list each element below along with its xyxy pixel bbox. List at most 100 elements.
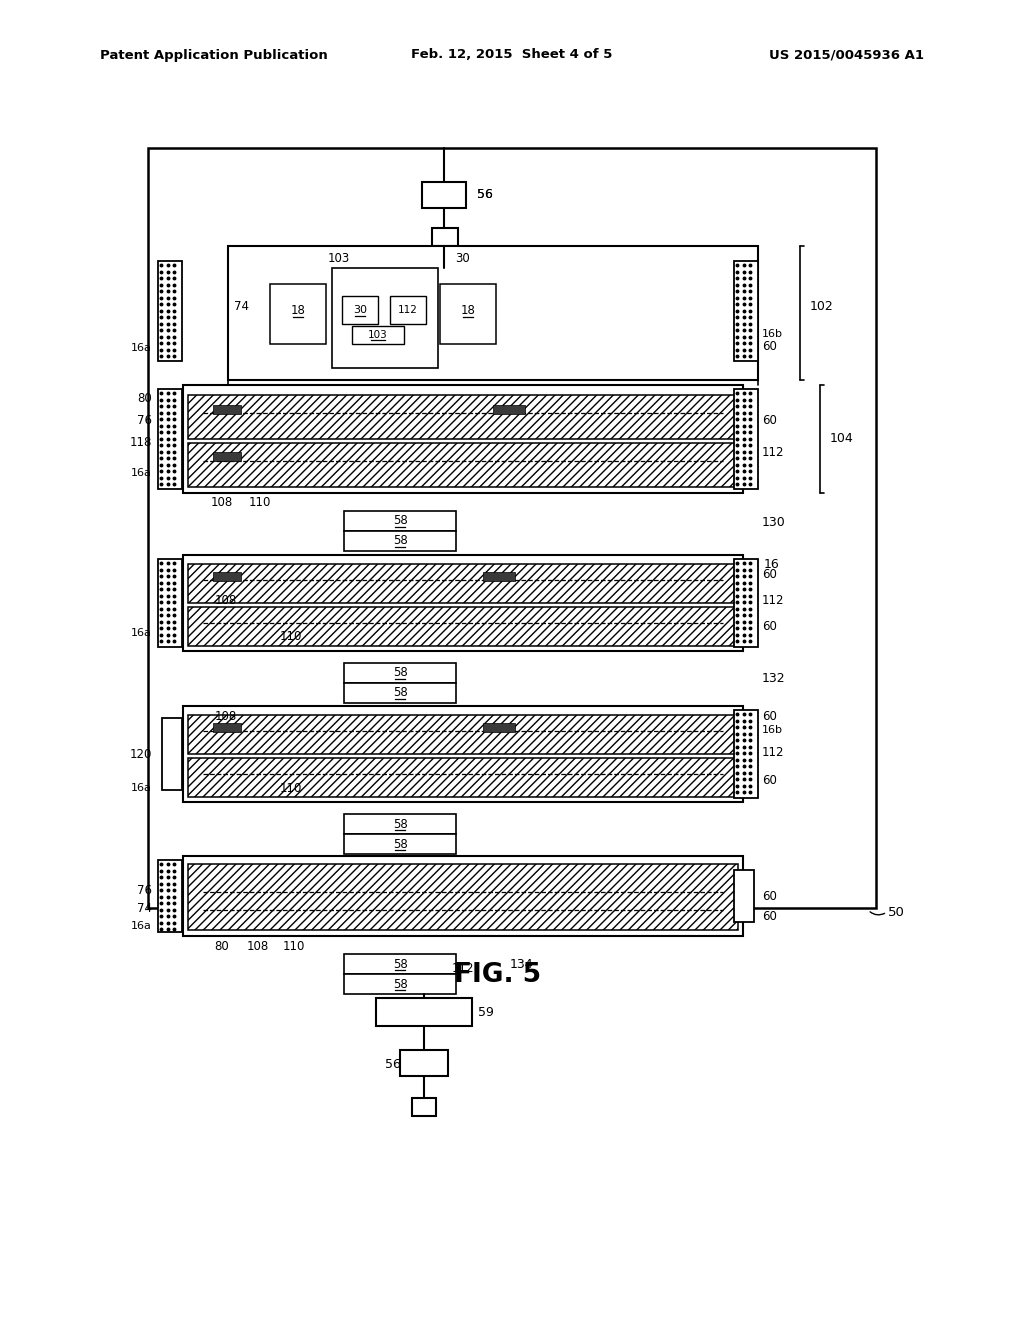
- Text: 112: 112: [452, 961, 474, 974]
- Text: 18: 18: [461, 305, 475, 318]
- Bar: [344, 511, 456, 531]
- Text: 58: 58: [392, 535, 408, 548]
- Bar: [148, 148, 876, 908]
- Text: 56: 56: [477, 189, 493, 202]
- Bar: [213, 451, 241, 461]
- Text: 102: 102: [810, 300, 834, 313]
- Text: 56: 56: [477, 189, 493, 202]
- Text: 16b: 16b: [762, 329, 783, 339]
- Bar: [342, 296, 378, 323]
- Text: 58: 58: [392, 817, 408, 830]
- Bar: [483, 572, 515, 581]
- Bar: [188, 564, 738, 603]
- Bar: [188, 607, 738, 645]
- Bar: [493, 405, 525, 414]
- Bar: [270, 284, 326, 345]
- Text: 110: 110: [283, 940, 305, 953]
- Text: 132: 132: [762, 672, 785, 685]
- Bar: [344, 814, 456, 834]
- Bar: [183, 706, 743, 803]
- Bar: [734, 870, 754, 921]
- Bar: [344, 531, 456, 550]
- Bar: [734, 710, 758, 799]
- Text: 76: 76: [137, 414, 152, 428]
- Bar: [344, 834, 456, 854]
- Text: 112: 112: [762, 446, 784, 459]
- Text: 80: 80: [137, 392, 152, 405]
- Text: 58: 58: [392, 978, 408, 990]
- Bar: [228, 246, 758, 380]
- Text: 103: 103: [328, 252, 350, 264]
- Text: 104: 104: [830, 433, 854, 446]
- Text: 108: 108: [215, 710, 238, 722]
- Text: 50: 50: [888, 906, 905, 919]
- Bar: [400, 1049, 449, 1076]
- Text: 130: 130: [762, 516, 785, 529]
- Bar: [412, 1098, 436, 1115]
- Bar: [213, 405, 241, 414]
- Bar: [158, 861, 182, 932]
- Bar: [188, 715, 738, 754]
- Bar: [332, 268, 438, 368]
- Text: Patent Application Publication: Patent Application Publication: [100, 49, 328, 62]
- Text: 58: 58: [392, 667, 408, 680]
- Bar: [158, 558, 182, 647]
- Text: 134: 134: [510, 957, 534, 970]
- Bar: [162, 718, 182, 789]
- Text: 59: 59: [478, 1006, 494, 1019]
- Text: 76: 76: [137, 884, 152, 898]
- Bar: [188, 865, 738, 931]
- Bar: [158, 261, 182, 360]
- Text: 120: 120: [130, 747, 152, 760]
- Bar: [734, 389, 758, 488]
- Text: 118: 118: [130, 437, 152, 450]
- Text: 58: 58: [392, 515, 408, 528]
- Bar: [352, 326, 404, 345]
- Bar: [432, 228, 458, 246]
- Text: 16a: 16a: [131, 921, 152, 931]
- Bar: [188, 758, 738, 797]
- Text: 110: 110: [249, 496, 271, 510]
- Bar: [158, 389, 182, 488]
- Text: 60: 60: [762, 569, 777, 582]
- Text: 60: 60: [762, 890, 777, 903]
- Text: 112: 112: [762, 746, 784, 759]
- Text: 108: 108: [215, 594, 238, 606]
- Text: 58: 58: [392, 837, 408, 850]
- Text: 74: 74: [137, 902, 152, 915]
- Bar: [440, 284, 496, 345]
- Text: US 2015/0045936 A1: US 2015/0045936 A1: [769, 49, 924, 62]
- Text: 60: 60: [762, 774, 777, 787]
- Bar: [183, 554, 743, 651]
- Text: 108: 108: [211, 496, 233, 510]
- Text: 16a: 16a: [131, 469, 152, 478]
- Bar: [734, 558, 758, 647]
- Bar: [344, 974, 456, 994]
- Text: 60: 60: [762, 909, 777, 923]
- Bar: [344, 954, 456, 974]
- Text: 30: 30: [353, 305, 367, 315]
- Text: 18: 18: [291, 305, 305, 318]
- Text: 16: 16: [764, 558, 779, 572]
- Text: 80: 80: [215, 940, 229, 953]
- Text: 103: 103: [368, 330, 388, 341]
- Bar: [183, 855, 743, 936]
- Text: 60: 60: [762, 414, 777, 428]
- Bar: [213, 572, 241, 581]
- Bar: [483, 723, 515, 733]
- Text: 112: 112: [762, 594, 784, 607]
- Bar: [183, 385, 743, 492]
- Text: 110: 110: [280, 631, 302, 644]
- Text: 58: 58: [392, 957, 408, 970]
- Text: Feb. 12, 2015  Sheet 4 of 5: Feb. 12, 2015 Sheet 4 of 5: [412, 49, 612, 62]
- Text: FIG. 5: FIG. 5: [455, 962, 542, 987]
- Text: 16a: 16a: [131, 628, 152, 638]
- Bar: [344, 663, 456, 682]
- Text: 108: 108: [247, 940, 269, 953]
- Text: 16a: 16a: [131, 343, 152, 352]
- Text: 56: 56: [385, 1057, 400, 1071]
- Bar: [734, 261, 758, 360]
- Bar: [376, 998, 472, 1026]
- Text: 30: 30: [455, 252, 470, 264]
- Text: 112: 112: [398, 305, 418, 315]
